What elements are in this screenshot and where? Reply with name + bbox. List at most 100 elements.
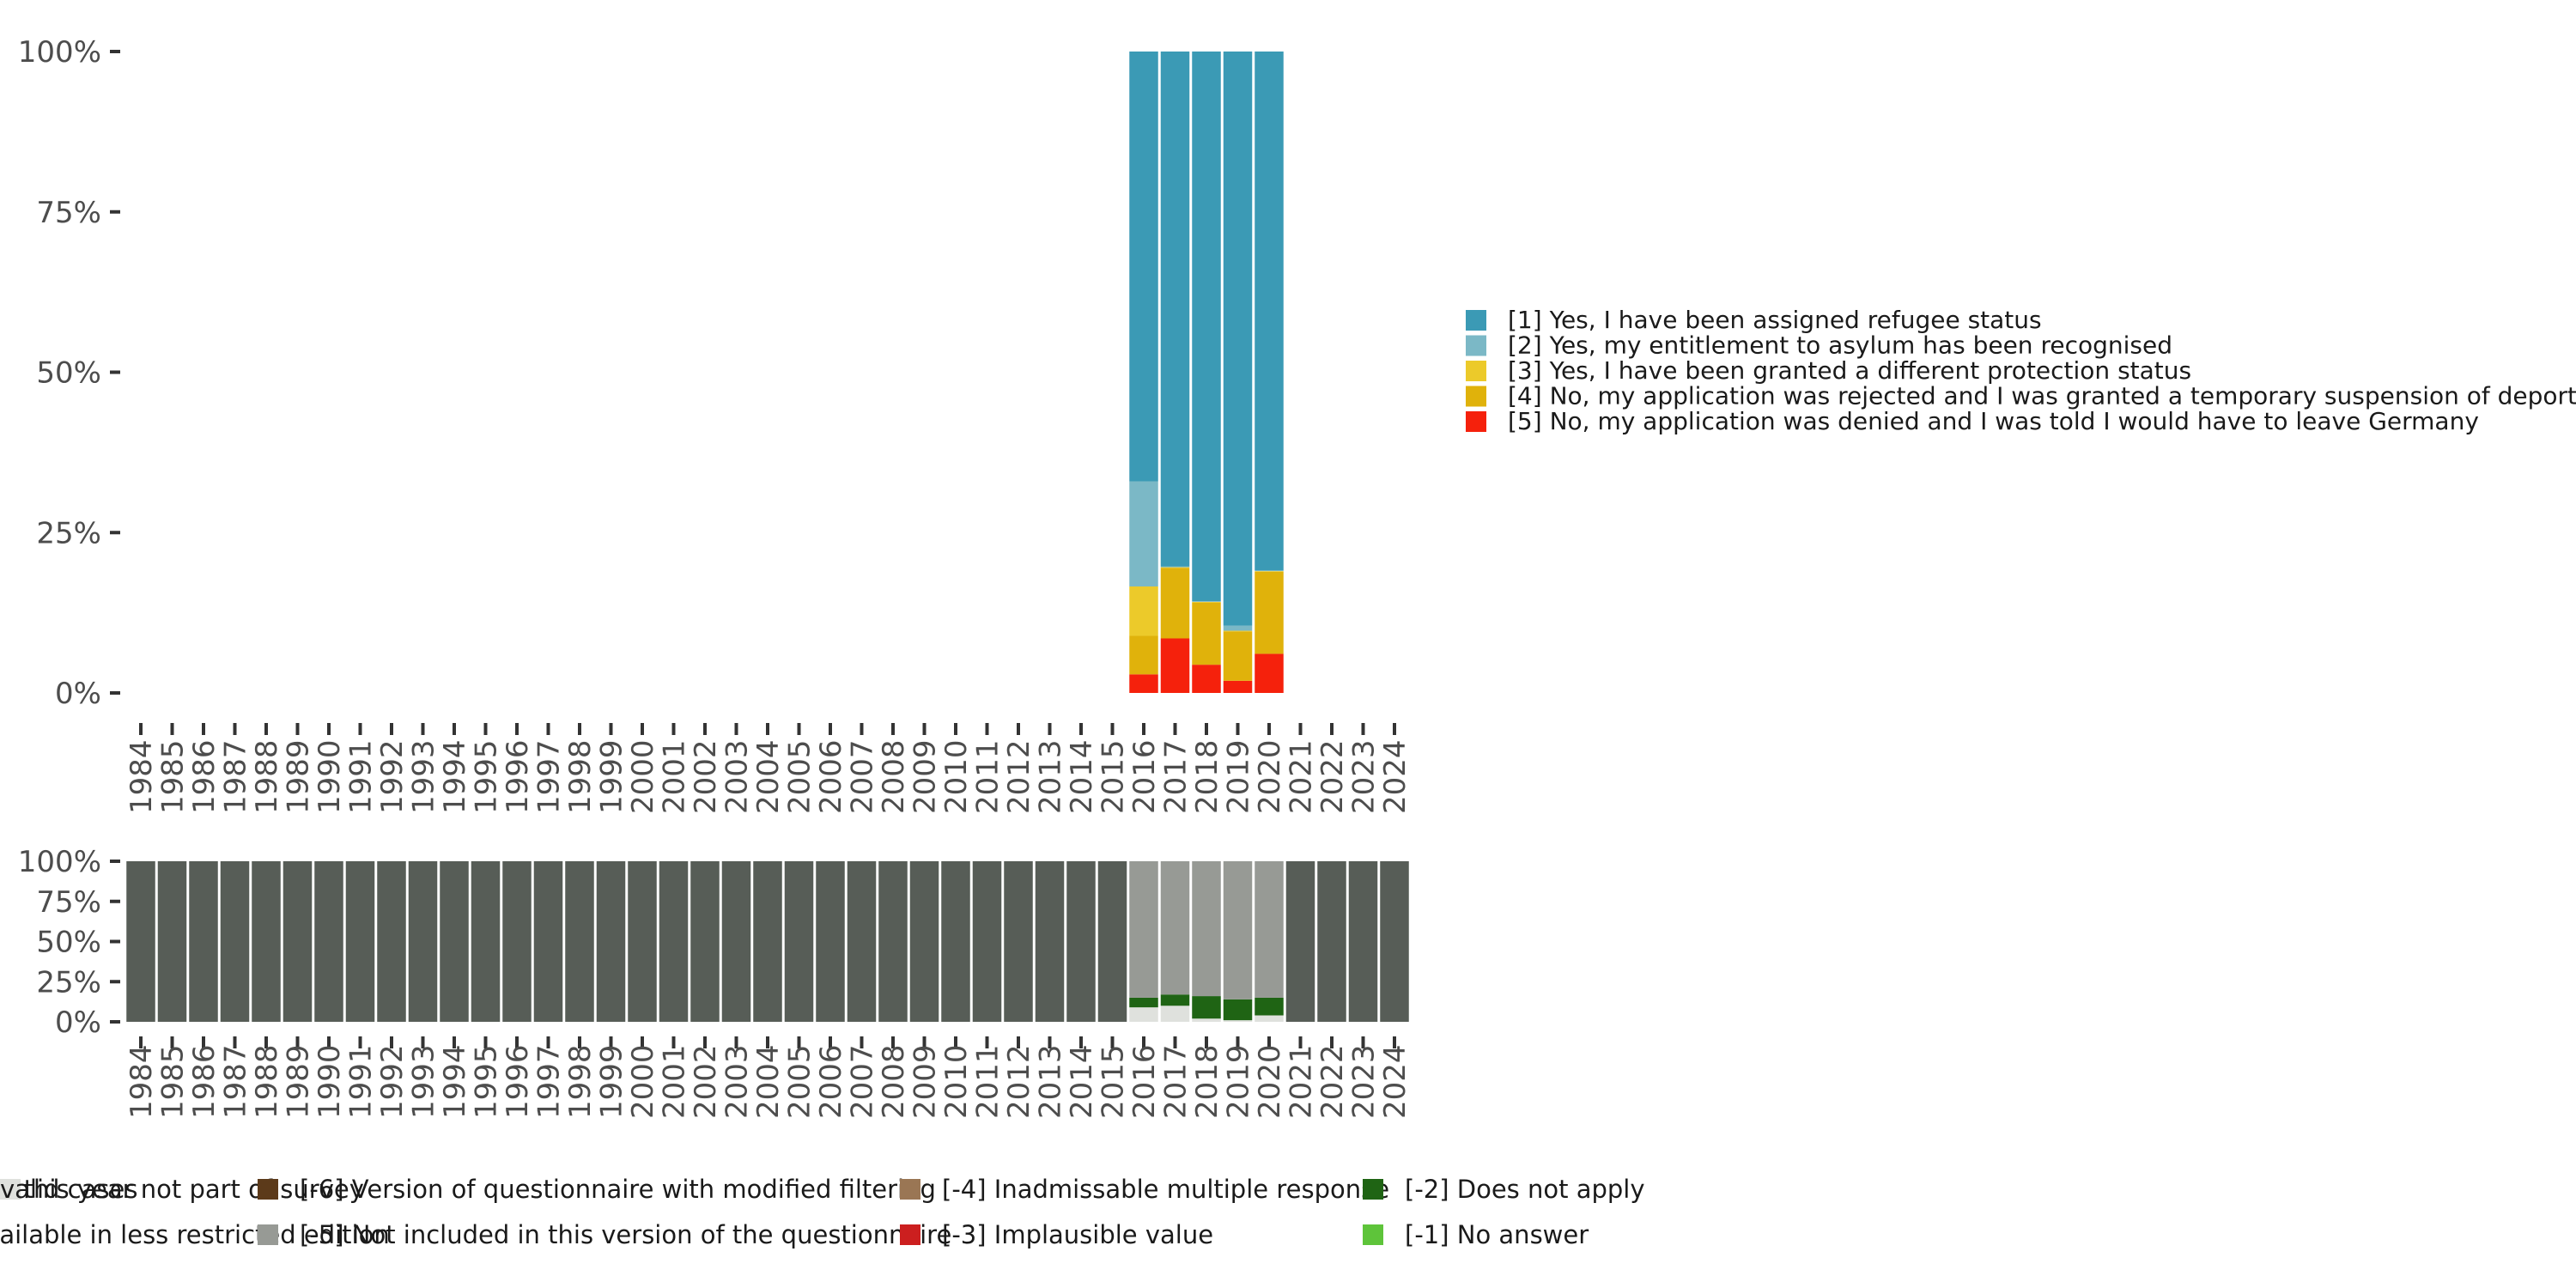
bar-segment — [1223, 1020, 1253, 1022]
y-tick-label: 25% — [36, 965, 101, 999]
x-tick-label: 1995 — [470, 1044, 504, 1119]
x-tick-label: 1997 — [532, 739, 567, 814]
x-tick-label: 2002 — [689, 1044, 723, 1119]
bar-segment — [1317, 861, 1346, 1022]
x-tick-label: 1993 — [407, 739, 441, 814]
x-tick-label: 1990 — [313, 739, 347, 814]
x-tick-label: 1993 — [407, 1044, 441, 1119]
x-tick-label: 2023 — [1347, 739, 1382, 814]
bar-segment — [1129, 481, 1158, 586]
x-tick-label: 1997 — [532, 1044, 567, 1119]
bar-segment — [659, 861, 689, 1022]
bar-segment — [753, 861, 782, 1022]
y-tick-label: 50% — [36, 356, 101, 391]
legend-swatch — [1466, 335, 1486, 356]
y-tick-label: 100% — [18, 845, 101, 879]
x-tick-label: 2019 — [1222, 1044, 1256, 1119]
bar-segment — [1160, 568, 1190, 639]
x-tick-label: 2005 — [783, 1044, 817, 1119]
x-tick-label: 2002 — [689, 739, 723, 814]
bar-segment — [1223, 630, 1253, 632]
x-tick-label: 2012 — [1002, 739, 1036, 814]
bar-segment — [1255, 997, 1284, 1016]
x-tick-label: 2015 — [1097, 739, 1131, 814]
y-tick-label: 0% — [55, 1005, 101, 1040]
x-tick-label: 2001 — [658, 739, 692, 814]
x-tick-label: 2020 — [1253, 739, 1287, 814]
bar-segment — [471, 861, 501, 1022]
x-tick-label: 1984 — [125, 739, 159, 814]
x-tick-label: 2000 — [626, 1044, 660, 1119]
x-tick-label: 2010 — [939, 739, 974, 814]
legend-label: [2] Yes, my entitlement to asylum has be… — [1508, 331, 2172, 360]
legend-label: [-8] Question this year not part of surv… — [0, 1175, 364, 1204]
legend-swatch — [1466, 411, 1486, 432]
legend-swatch — [258, 1224, 278, 1245]
x-tick-label: 1996 — [501, 1044, 535, 1119]
bar-segment — [1192, 1018, 1221, 1022]
legend-swatch — [258, 1179, 278, 1200]
bar-segment — [784, 861, 814, 1022]
bar-segment — [1255, 571, 1284, 654]
bar-segment — [1255, 52, 1284, 571]
legend-swatch — [1466, 361, 1486, 381]
x-tick-label: 2006 — [814, 739, 848, 814]
bar-segment — [1129, 52, 1158, 482]
x-tick-label: 2004 — [751, 1044, 786, 1119]
legend-swatch — [900, 1224, 920, 1245]
y-tick-label: 0% — [55, 677, 101, 711]
bar-segment — [690, 861, 720, 1022]
x-tick-label: 2009 — [908, 1044, 943, 1119]
bar-segment — [1129, 586, 1158, 636]
y-tick-label: 50% — [36, 926, 101, 960]
bar-segment — [1192, 52, 1221, 602]
legend-label: valid cases — [0, 1175, 137, 1204]
x-tick-label: 1987 — [219, 1044, 253, 1119]
x-tick-label: 2019 — [1222, 739, 1256, 814]
bar-segment — [502, 861, 532, 1022]
bar-segment — [1160, 638, 1190, 693]
x-tick-label: 2013 — [1034, 1044, 1068, 1119]
bar-segment — [1129, 635, 1158, 675]
x-tick-label: 1991 — [344, 739, 379, 814]
bar-segment — [1129, 861, 1158, 998]
x-tick-label: 2016 — [1127, 739, 1162, 814]
x-tick-label: 2007 — [846, 1044, 880, 1119]
legend-swatch — [1466, 386, 1486, 407]
y-tick-label: 75% — [36, 885, 101, 920]
bar-segment — [628, 861, 657, 1022]
bar-segment — [1160, 52, 1190, 567]
bar-segment — [1004, 861, 1033, 1022]
bar-segment — [345, 861, 375, 1022]
x-tick-label: 1986 — [187, 1044, 222, 1119]
main-bar-chart: 0%25%50%75%100%1984198519861987198819891… — [18, 35, 1413, 814]
legend-label: [-6] Version of questionnaire with modif… — [300, 1175, 936, 1204]
x-tick-label: 2005 — [783, 739, 817, 814]
legend-swatch — [1363, 1179, 1383, 1200]
x-tick-label: 1992 — [375, 739, 410, 814]
bar-segment — [377, 861, 406, 1022]
legend-label: [-2] Does not apply — [1405, 1175, 1645, 1204]
x-tick-label: 2011 — [971, 1044, 1005, 1119]
x-tick-label: 1999 — [595, 739, 629, 814]
legend-label: [-1] No answer — [1405, 1220, 1589, 1249]
x-tick-label: 2003 — [720, 739, 755, 814]
bar-segment — [1348, 861, 1378, 1022]
bar-segment — [596, 861, 626, 1022]
x-tick-label: 2004 — [751, 739, 786, 814]
legend-label: [5] No, my application was denied and I … — [1508, 407, 2479, 435]
bar-segment — [1129, 674, 1158, 693]
x-tick-label: 2017 — [1159, 1044, 1194, 1119]
bar-segment — [1129, 997, 1158, 1008]
bar-segment — [1097, 861, 1127, 1022]
bar-segment — [189, 861, 218, 1022]
x-tick-label: 1984 — [125, 1044, 159, 1119]
bar-segment — [1192, 996, 1221, 1019]
bar-segment — [1255, 1015, 1284, 1022]
bar-segment — [283, 861, 313, 1022]
legend-swatch — [1466, 310, 1486, 331]
x-tick-label: 2018 — [1190, 1044, 1224, 1119]
bar-segment — [1223, 625, 1253, 631]
x-tick-label: 2001 — [658, 1044, 692, 1119]
x-tick-label: 2009 — [908, 739, 943, 814]
